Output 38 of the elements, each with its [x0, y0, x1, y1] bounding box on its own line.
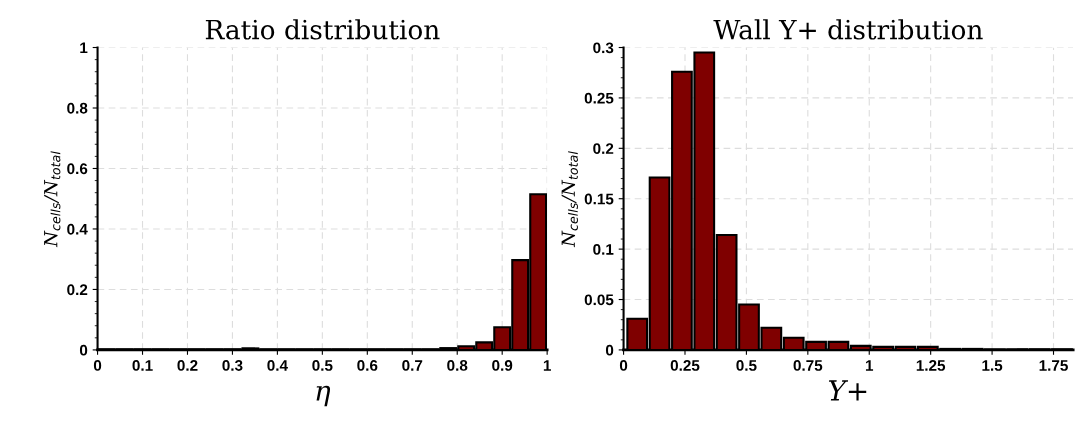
x-tick-label: 1.75: [1039, 360, 1068, 371]
x-tick-label: 1: [865, 360, 874, 371]
x-tick-label: 0: [93, 360, 102, 371]
y-tick-label: 0: [79, 344, 88, 356]
x-axis-title: Y+: [828, 380, 867, 401]
y-tick-label: 0.15: [584, 193, 614, 205]
x-tick-label: 0.7: [402, 360, 423, 371]
x-axis-title: η: [316, 385, 331, 407]
y-tick-label: 0.2: [593, 143, 614, 155]
y-axis-title: N$_{cells}$/N$_{total}$: [44, 151, 61, 248]
x-tick-label: 0.5: [312, 360, 333, 371]
y-tick-label: 0.8: [67, 102, 88, 114]
y-tick-label: 0.1: [593, 243, 614, 255]
y-tick-label: 0.4: [67, 223, 88, 235]
x-tick-label: 1.5: [982, 360, 1003, 371]
y-tick-label: 0.2: [67, 284, 88, 296]
x-tick-label: 0.4: [267, 360, 288, 371]
x-tick-label: 1.25: [916, 360, 946, 371]
x-tick-label: 0.3: [222, 360, 243, 371]
y-axis-title: N$_{cells}$/N$_{total}$: [561, 151, 578, 248]
y-tick-label: 0.6: [67, 163, 88, 175]
x-tick-label: 1: [543, 360, 551, 371]
chart-title: Wall Y+ distribution: [713, 19, 983, 40]
x-tick-label: 0.75: [793, 360, 823, 371]
x-tick-label: 0.25: [670, 360, 700, 371]
y-tick-label: 0.05: [584, 294, 614, 306]
x-tick-label: 0.1: [132, 360, 153, 371]
y-tick-label: 0.25: [584, 92, 614, 104]
x-tick-label: 0.8: [447, 360, 468, 371]
x-tick-label: 0.9: [492, 360, 513, 371]
y-tick-label: 0: [605, 344, 614, 356]
y-tick-label: 0.3: [593, 42, 614, 54]
x-tick-label: 0.6: [357, 360, 378, 371]
x-tick-label: 0.5: [736, 360, 757, 371]
x-tick-label: 0: [619, 360, 628, 371]
x-tick-label: 0.2: [177, 360, 198, 371]
chart-title: Ratio distribution: [205, 19, 440, 40]
y-tick-label: 1: [80, 42, 88, 54]
